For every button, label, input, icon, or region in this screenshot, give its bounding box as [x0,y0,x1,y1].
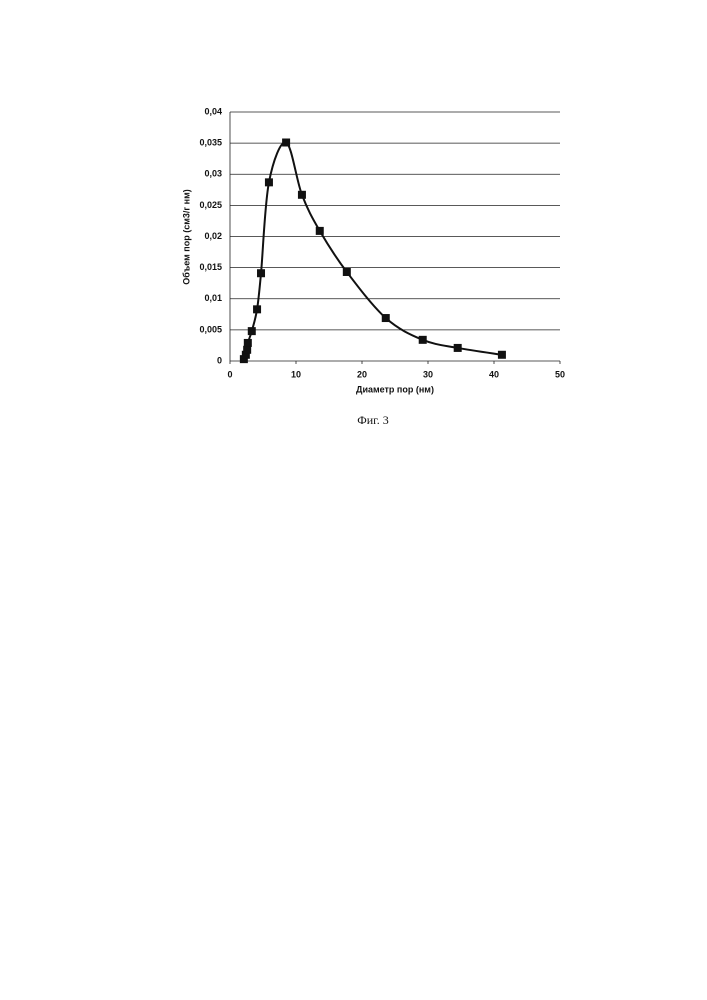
data-point [343,268,351,276]
x-tick-label: 30 [423,369,433,379]
data-point [244,339,252,347]
caption: Фиг. 3 [357,413,388,427]
data-point [498,351,506,359]
y-tick-label: 0,02 [204,231,222,241]
data-point [243,346,251,354]
data-point [248,327,256,335]
data-point [382,314,390,322]
y-tick-label: 0 [217,355,222,365]
y-tick-label: 0,025 [199,200,222,210]
y-tick-label: 0,015 [199,262,222,272]
y-tick-label: 0,035 [199,138,222,148]
data-line [244,142,502,359]
x-tick-label: 40 [489,369,499,379]
x-tick-label: 50 [555,369,565,379]
data-point [282,139,290,147]
page: Диаметр пор (нм) Объем пор (см3/г нм) Фи… [0,0,707,1000]
data-point [298,191,306,199]
data-point [265,178,273,186]
y-tick-label: 0,04 [204,106,222,116]
data-point [454,344,462,352]
y-tick-label: 0,03 [204,169,222,179]
data-point [419,336,427,344]
x-tick-label: 10 [291,369,301,379]
data-point [253,305,261,313]
y-tick-label: 0,005 [199,324,222,334]
data-point [257,269,265,277]
x-tick-label: 20 [357,369,367,379]
y-tick-label: 0,01 [204,293,222,303]
x-axis-label: Диаметр пор (нм) [356,384,434,394]
x-tick-label: 0 [227,369,232,379]
data-point [316,227,324,235]
y-axis-label: Объем пор (см3/г нм) [181,189,191,284]
